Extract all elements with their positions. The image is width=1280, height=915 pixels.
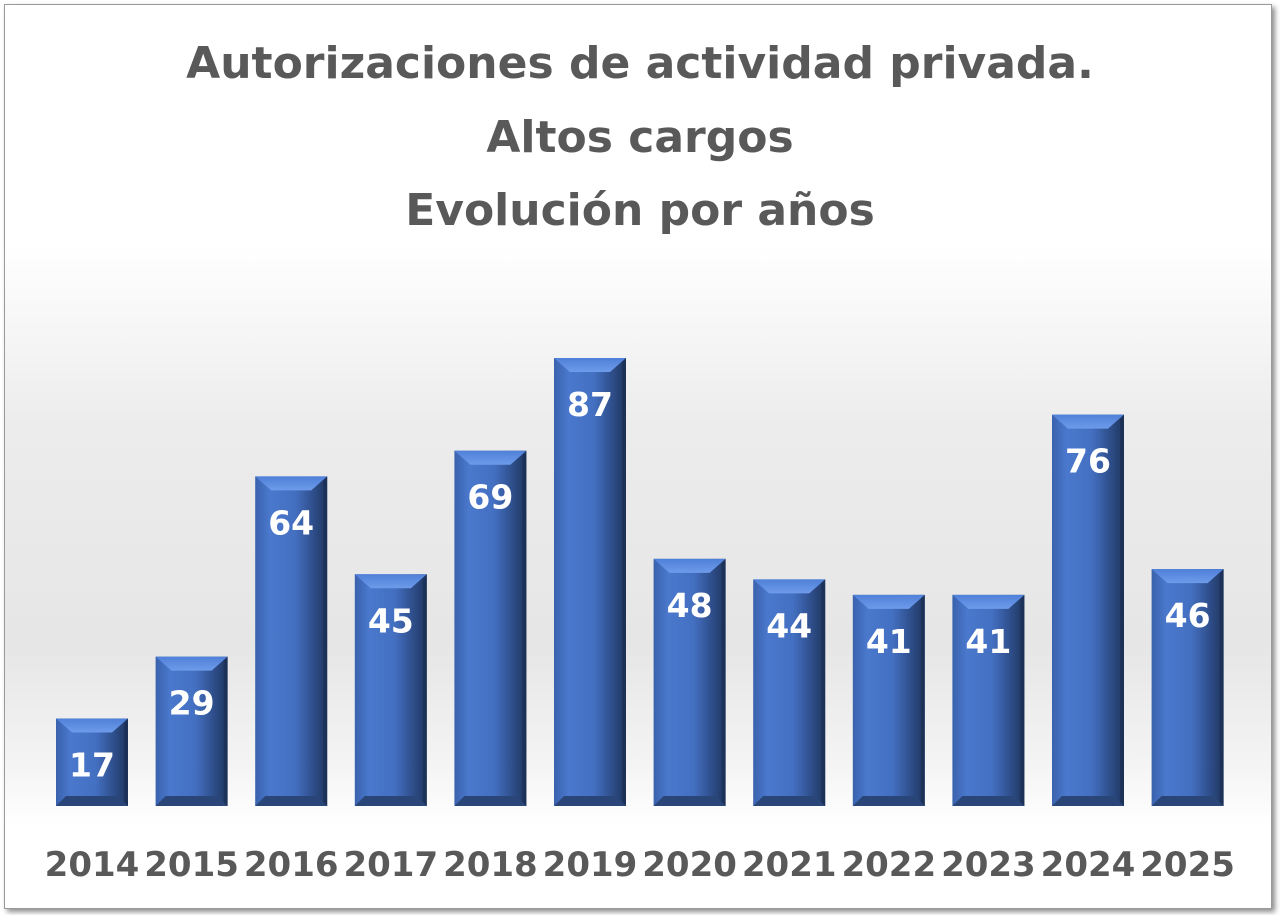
bar-body (753, 579, 826, 806)
bar-bevel-right (1120, 414, 1124, 806)
bar-2022 (852, 594, 925, 806)
x-tick-label: 2025 (1140, 845, 1235, 885)
bar-2020 (653, 558, 726, 806)
x-tick-label: 2023 (941, 845, 1036, 885)
bar-bevel-bottom (1151, 796, 1224, 806)
bar-bevel-top (354, 574, 427, 589)
x-tick-label: 2018 (443, 845, 538, 885)
chart-title-line-3: Evolución por años (405, 185, 875, 236)
bar-bevel-right (920, 594, 925, 806)
bar-bevel-right (1219, 569, 1224, 806)
data-label: 76 (1065, 442, 1111, 481)
bar-2016 (255, 476, 328, 806)
bar-bevel-bottom (753, 796, 826, 806)
bar-2015 (155, 656, 228, 806)
bar-body (852, 594, 925, 806)
bar-bevel-right (323, 476, 328, 806)
bar-bevel-top (653, 558, 726, 573)
x-tick-label: 2017 (343, 845, 438, 885)
bar-bevel-top (1052, 414, 1124, 429)
x-tick-label: 2014 (45, 845, 140, 885)
chart-title-line-1: Autorizaciones de actividad privada. (186, 38, 1094, 89)
bar-bevel-right (223, 656, 228, 806)
x-tick-label: 2016 (244, 845, 339, 885)
bar-bevel-bottom (155, 796, 228, 806)
bar-bevel-bottom (852, 796, 925, 806)
bar-bevel-top (554, 358, 626, 372)
bar-body (653, 558, 726, 806)
bar-bevel-top (1151, 569, 1224, 584)
data-label: 17 (69, 745, 115, 784)
bar-2019 (554, 358, 626, 806)
bar-body (255, 476, 328, 806)
x-tick-label: 2015 (144, 845, 239, 885)
bar-bevel-bottom (56, 796, 128, 806)
bar-bevel-right (721, 558, 726, 806)
x-tick-label: 2020 (642, 845, 737, 885)
bar-2025 (1151, 569, 1224, 806)
bar-bevel-top (852, 594, 925, 609)
bar-2018 (454, 450, 527, 806)
bar-bevel-bottom (454, 796, 527, 806)
bar-bevel-top (454, 450, 527, 465)
bar-bevel-right (1020, 594, 1025, 806)
bar-bevel-right (522, 450, 527, 806)
bar-2023 (952, 594, 1025, 806)
bar-2024 (1052, 414, 1124, 806)
bar-bevel-bottom (354, 796, 427, 806)
bar-body (454, 450, 527, 806)
data-label: 45 (368, 601, 414, 640)
bar-body (554, 358, 626, 806)
data-label: 48 (667, 586, 713, 625)
bar-body (1151, 569, 1224, 806)
bar-bevel-top (255, 476, 328, 491)
data-label: 87 (567, 385, 613, 424)
x-tick-label: 2024 (1041, 845, 1136, 885)
data-label: 41 (965, 622, 1011, 661)
bar-bevel-bottom (653, 796, 726, 806)
bar-body (155, 656, 228, 806)
bar-bevel-right (124, 718, 128, 806)
data-label: 44 (766, 606, 812, 645)
x-tick-label: 2022 (841, 845, 936, 885)
bar-bevel-bottom (554, 796, 626, 806)
chart-title-line-2: Altos cargos (486, 112, 794, 163)
bar-body (56, 718, 128, 806)
bar-2017 (354, 574, 427, 806)
x-tick-label: 2021 (742, 845, 837, 885)
bar-body (952, 594, 1025, 806)
x-tick-label: 2019 (543, 845, 638, 885)
bar-bevel-top (952, 594, 1025, 609)
bar-2014 (56, 718, 128, 806)
data-label: 29 (169, 684, 215, 723)
bar-bevel-right (422, 574, 427, 806)
bar-bevel-top (56, 718, 128, 733)
bar-bevel-top (753, 579, 826, 594)
bar-bevel-right (622, 358, 626, 806)
data-label: 46 (1165, 596, 1211, 635)
data-label: 64 (268, 503, 314, 542)
bar-bevel-right (821, 579, 826, 806)
data-label: 69 (467, 478, 513, 517)
bar-body (354, 574, 427, 806)
bar-bevel-bottom (952, 796, 1025, 806)
bar-bevel-top (155, 656, 228, 671)
data-label: 41 (866, 622, 912, 661)
bar-bevel-bottom (1052, 796, 1124, 806)
bar-body (1052, 414, 1124, 806)
bar-2021 (753, 579, 826, 806)
bar-bevel-bottom (255, 796, 328, 806)
